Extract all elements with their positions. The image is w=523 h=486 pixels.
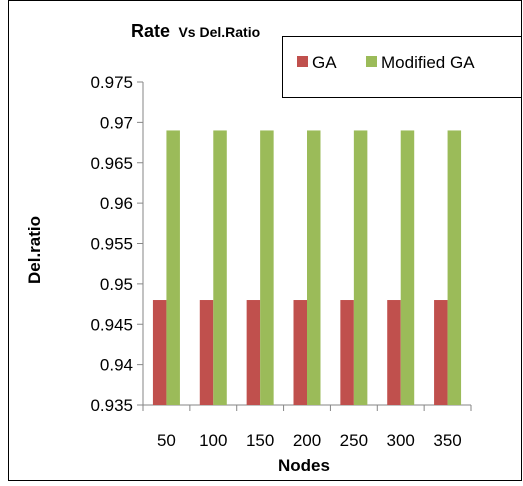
- bar-ga: [293, 300, 307, 405]
- x-tick-label: 100: [199, 431, 227, 450]
- chart-title-main: Rate: [131, 21, 170, 41]
- y-tick-label: 0.935: [90, 396, 133, 415]
- y-tick-label: 0.945: [90, 315, 133, 334]
- y-axis: 0.935 0.94 0.945 0.95 0.955 0.96 0.965 0.97 0.97…: [90, 73, 144, 415]
- bar-ga: [434, 300, 448, 405]
- legend-label: GA: [312, 53, 337, 72]
- bar-modified-ga: [353, 130, 368, 405]
- bar-ga: [340, 300, 354, 405]
- bar-ga: [152, 300, 167, 405]
- bar-ga: [199, 300, 214, 405]
- bar-ga: [387, 300, 401, 405]
- bars: [152, 130, 462, 405]
- x-tick-label: 250: [340, 431, 368, 450]
- legend: GA Modified GA: [297, 53, 475, 72]
- bar-modified-ga: [400, 130, 415, 405]
- x-tick-label: 200: [293, 431, 321, 450]
- bar-ga: [246, 300, 261, 405]
- y-tick-label: 0.94: [100, 356, 133, 375]
- legend-label: Modified GA: [381, 53, 475, 72]
- y-tick-label: 0.975: [90, 73, 133, 92]
- y-tick-label: 0.96: [100, 194, 133, 213]
- bar-modified-ga: [166, 130, 180, 405]
- x-axis-label: Nodes: [278, 456, 330, 475]
- legend-box: [282, 36, 522, 98]
- y-tick-label: 0.97: [100, 113, 133, 132]
- chart-title: Rate Vs Del.Ratio: [131, 21, 260, 41]
- chart-title-rest: Vs Del.Ratio: [178, 24, 260, 40]
- x-tick-label: 300: [387, 431, 415, 450]
- x-tick-label: 150: [246, 431, 274, 450]
- y-tick-label: 0.955: [90, 235, 133, 254]
- bar-modified-ga: [213, 130, 227, 405]
- y-axis-label: Del.ratio: [25, 216, 44, 284]
- bar-modified-ga: [307, 130, 321, 405]
- bar-modified-ga: [260, 130, 274, 405]
- y-tick-label: 0.95: [100, 275, 133, 294]
- x-tick-label: 350: [433, 431, 461, 450]
- x-axis: 50 100 150 200 250 300 350: [142, 404, 472, 450]
- x-tick-label: 50: [157, 431, 176, 450]
- y-tick-label: 0.965: [90, 154, 133, 173]
- legend-swatch: [366, 56, 377, 67]
- bar-modified-ga: [447, 130, 462, 405]
- legend-swatch: [297, 56, 308, 67]
